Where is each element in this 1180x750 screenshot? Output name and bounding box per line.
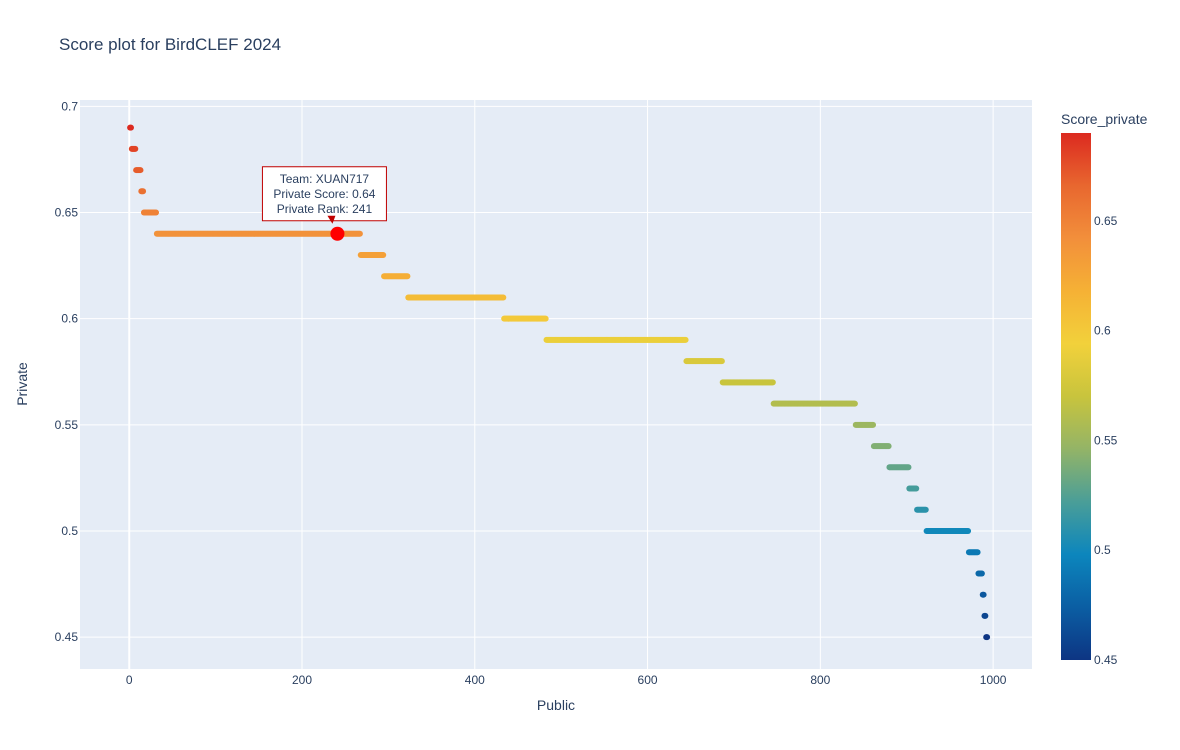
colorbar-tick-label: 0.65 [1094,214,1118,228]
x-tick-label: 400 [465,673,485,687]
data-point[interactable] [404,273,411,280]
data-point[interactable] [978,570,985,577]
data-point[interactable] [851,400,858,407]
y-tick-label: 0.5 [61,524,78,538]
annotation-arrow [327,215,336,224]
data-point[interactable] [885,443,892,450]
score-group [128,145,139,152]
y-tick-labels: 0.45 0.5 0.55 0.6 0.65 0.7 [55,99,79,644]
score-group [979,591,987,598]
score-group [923,527,972,534]
data-point[interactable] [542,315,549,322]
data-point[interactable] [500,294,507,301]
annotation-line-team: Team: XUAN717 [280,172,370,186]
x-tick-label: 1000 [980,673,1007,687]
y-tick-label: 0.45 [55,630,79,644]
colorbar-tick-label: 0.55 [1094,433,1118,447]
x-tick-label: 800 [810,673,830,687]
y-axis-title: Private [14,362,30,406]
data-points[interactable] [127,124,991,641]
annotation-line-score: Private Score: 0.64 [273,187,375,201]
score-group [683,358,725,365]
data-point[interactable] [974,549,981,556]
score-group [981,612,989,619]
score-group [138,188,147,195]
data-point[interactable] [132,145,139,152]
score-group [405,294,507,301]
data-point[interactable] [718,358,725,365]
colorbar-tick-labels: 0.45 0.5 0.55 0.6 0.65 [1094,214,1118,667]
data-point[interactable] [380,251,387,258]
annotation-line-rank: Private Rank: 241 [277,202,373,216]
score-group [140,209,160,216]
score-group [543,336,689,343]
score-group [127,124,134,131]
data-point[interactable] [870,421,877,428]
data-point[interactable] [140,188,147,195]
x-tick-labels: 0 200 400 600 800 1000 [126,673,1007,687]
data-point[interactable] [965,527,972,534]
score-group [852,421,877,428]
x-tick-label: 600 [638,673,658,687]
data-point[interactable] [922,506,929,513]
x-tick-label: 0 [126,673,133,687]
score-group [381,273,411,280]
colorbar-tick-label: 0.5 [1094,543,1111,557]
data-point[interactable] [769,379,776,386]
score-group [983,634,991,641]
x-axis-title: Public [537,697,575,713]
data-point[interactable] [980,591,987,598]
x-tick-label: 200 [292,673,312,687]
colorbar-tick-label: 0.6 [1094,324,1111,338]
data-point[interactable] [356,230,363,237]
data-point[interactable] [905,464,912,471]
score-group [133,167,144,174]
highlight-annotation: Team: XUAN717 Private Score: 0.64 Privat… [261,166,387,224]
score-group [914,506,929,513]
data-point[interactable] [137,167,144,174]
score-group [770,400,858,407]
score-group [886,464,912,471]
score-group [357,251,387,258]
score-group [965,549,981,556]
highlight-marker[interactable] [330,226,345,241]
annotation-box [261,166,387,222]
plot-background [80,100,1032,669]
data-point[interactable] [682,336,689,343]
y-tick-label: 0.7 [61,99,78,113]
data-point[interactable] [982,612,989,619]
score-group [975,570,985,577]
colorbar-title: Score_private [1061,111,1148,127]
colorbar [1061,133,1091,660]
colorbar-tick-label: 0.45 [1094,653,1118,667]
data-point[interactable] [913,485,920,492]
score-group [870,443,892,450]
y-tick-label: 0.65 [55,206,79,220]
data-point[interactable] [153,209,160,216]
score-group [501,315,549,322]
data-point[interactable] [127,124,134,131]
y-tick-label: 0.6 [61,312,78,326]
data-point[interactable] [984,634,991,641]
score-group [719,379,776,386]
chart-title: Score plot for BirdCLEF 2024 [59,35,281,54]
y-tick-label: 0.55 [55,418,79,432]
score-group [906,485,920,492]
